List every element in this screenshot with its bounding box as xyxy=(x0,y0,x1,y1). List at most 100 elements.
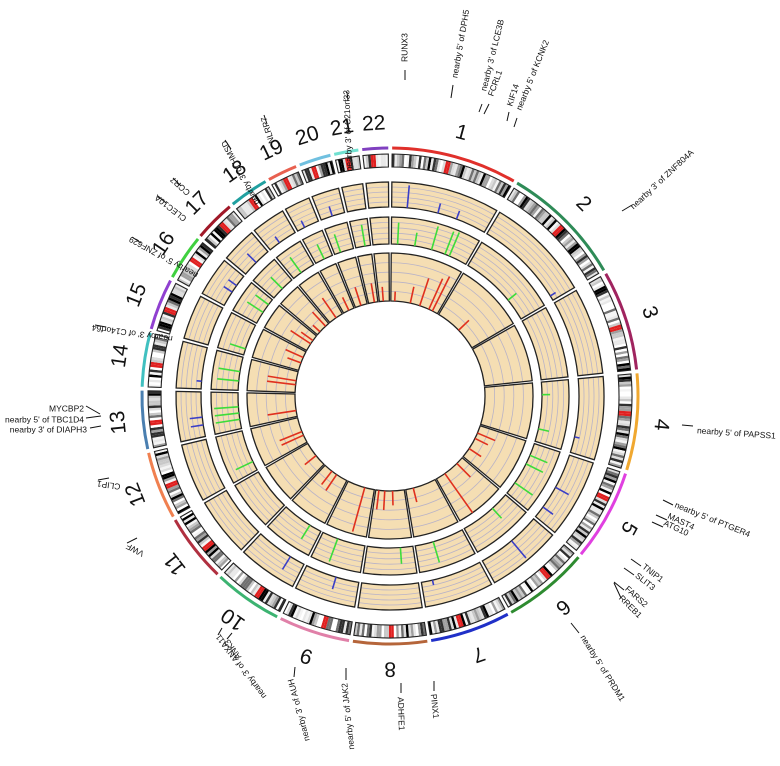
chr-4-ideogram xyxy=(607,373,633,469)
track-1-bar xyxy=(328,206,333,217)
chr-1-color-arc xyxy=(392,146,515,183)
track-2-chr-13-panel xyxy=(210,391,243,436)
gene-label-tick xyxy=(681,424,694,427)
track-3-chr-1-panel xyxy=(390,252,463,315)
gene-label-tick xyxy=(621,204,633,212)
track-2-bar xyxy=(491,507,503,519)
gene-label-tick xyxy=(613,582,622,599)
track-3-chr-7-panel xyxy=(405,478,459,538)
track-3-chr-6-panel xyxy=(435,456,500,522)
track-2-chr-2-panel xyxy=(467,241,546,320)
track-1-chr-12-panel xyxy=(180,438,226,501)
track-1-chr-3-panel xyxy=(553,289,604,377)
track-2-bar xyxy=(448,232,461,257)
track-1-chr-14-panel xyxy=(175,340,209,390)
track-1-chr-20-panel xyxy=(311,187,346,221)
chr-5-ideogram xyxy=(565,466,621,552)
chr-6-color-arc xyxy=(510,556,580,614)
gene-label-tick xyxy=(131,236,142,244)
chr-22-color-arc xyxy=(362,146,389,152)
track-1-chr-17-panel xyxy=(225,231,269,275)
track-1-chr-10-panel xyxy=(242,532,305,588)
chr-15-ideogram xyxy=(156,282,189,335)
track-2-chr-1-panel xyxy=(390,216,481,266)
track-1-bar xyxy=(227,279,238,287)
track-2-chr-22-panel xyxy=(369,216,390,246)
gene-label: MYCBP2 xyxy=(49,403,84,413)
track-2-chr-19-panel xyxy=(301,229,334,265)
track-3-chr-20-panel xyxy=(337,256,368,309)
chr-number-13: 13 xyxy=(106,410,131,435)
chr-21-ideogram xyxy=(334,155,362,174)
gene-label: nearby 3' of AUH xyxy=(285,678,311,742)
chr-9-ideogram xyxy=(282,600,353,636)
gene-label-tick xyxy=(293,666,296,678)
track-3-bar xyxy=(290,329,312,345)
track-2-bar xyxy=(217,378,239,382)
track-3-chr-11-panel xyxy=(265,442,325,500)
track-3-bar xyxy=(341,297,350,311)
gene-label: ADHFE1 xyxy=(396,697,407,731)
track-2-bar xyxy=(214,412,240,417)
gene-label-tick xyxy=(263,114,268,125)
gene-label-tick xyxy=(613,581,625,591)
track-3-chr-9-panel xyxy=(326,480,376,538)
chr-14-color-arc xyxy=(140,332,152,387)
track-2-bar xyxy=(525,463,544,474)
track-3-chr-21-panel xyxy=(357,253,379,305)
track-3-bar xyxy=(474,437,489,446)
track-2-bar xyxy=(255,294,269,306)
track-2-chr-8-panel xyxy=(362,545,418,576)
chr-16-color-arc xyxy=(171,238,200,278)
track-2-bar xyxy=(246,301,264,314)
track-2-chr-12-panel xyxy=(214,430,259,484)
gene-label: nearby 3' of C21orf33 xyxy=(341,90,354,172)
track-1-chr-1-panel xyxy=(390,181,498,234)
track-1-bar xyxy=(300,220,306,228)
gene-label-tick xyxy=(346,91,349,102)
track-3-bar xyxy=(312,324,321,333)
track-2-bar xyxy=(270,276,283,290)
chr-1-ideogram xyxy=(391,153,512,199)
track-2-bar xyxy=(218,367,241,373)
chr-number-11: 11 xyxy=(159,548,191,579)
chr-number-21: 21 xyxy=(328,114,355,141)
gene-label: nearby 3' of ANXA11 xyxy=(213,632,268,701)
chr-15-color-arc xyxy=(149,279,172,330)
track-1-chr-11-panel xyxy=(203,489,260,551)
track-3-chr-12-panel xyxy=(250,417,308,467)
track-2-chr-9-panel xyxy=(310,531,366,574)
track-1-chr-9-panel xyxy=(294,564,360,608)
gene-label-tick xyxy=(623,567,635,576)
chr-9-color-arc xyxy=(279,617,350,643)
chr-14-ideogram xyxy=(147,333,170,389)
track-1-chr-21-panel xyxy=(341,183,367,213)
chr-19-color-arc xyxy=(268,165,297,181)
track-3-bar xyxy=(279,430,303,442)
chr-number-1: 1 xyxy=(453,120,470,145)
chr-12-color-arc xyxy=(147,452,175,518)
track-1-bar xyxy=(542,506,554,516)
gene-label-tick xyxy=(450,84,454,99)
track-2-bar xyxy=(333,234,342,253)
track-2-bar xyxy=(430,226,439,251)
gene-label-tick xyxy=(89,425,102,429)
track-3-bar xyxy=(321,297,337,319)
gene-label-tick xyxy=(630,558,642,567)
gene-label: NLRP7 xyxy=(258,115,276,144)
chr-2-ideogram xyxy=(506,187,600,281)
track-3-chr-10-panel xyxy=(291,464,348,525)
chr-number-2: 2 xyxy=(571,191,596,216)
chr-number-14: 14 xyxy=(107,342,133,369)
data-tracks xyxy=(175,181,605,611)
track-2-chr-18-panel xyxy=(275,240,315,280)
track-3-bar xyxy=(431,276,451,312)
track-1-bar xyxy=(455,210,461,220)
gene-label-tick xyxy=(157,195,167,204)
track-2-chr-21-panel xyxy=(348,217,372,249)
track-3-bar xyxy=(266,380,296,386)
track-1-bar xyxy=(189,416,203,420)
track-2-chr-10-panel xyxy=(266,505,322,557)
gene-label-tick xyxy=(651,521,664,528)
track-2-chr-5-panel xyxy=(506,442,561,512)
